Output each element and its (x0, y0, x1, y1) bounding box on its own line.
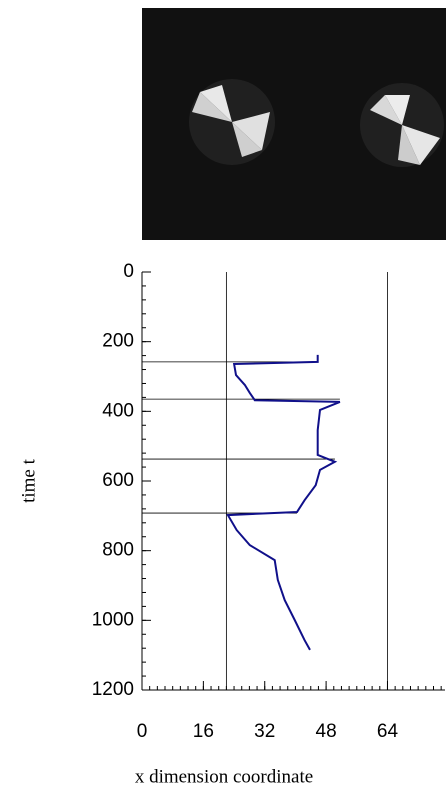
x-tick-label: 16 (193, 721, 214, 742)
x-tick-label: 0 (137, 721, 148, 742)
y-tick-label: 1200 (92, 679, 134, 700)
video-frame (142, 8, 446, 240)
y-axis-label: time t (18, 458, 39, 503)
y-tick-label: 1000 (92, 609, 134, 630)
y-tick-label: 600 (102, 470, 134, 491)
x-tick-label: 48 (316, 721, 337, 742)
y-tick-label: 400 (102, 400, 134, 421)
figure: x dimension coordinate time t 0 200 400 600… (0, 0, 448, 792)
y-tick-label: 800 (102, 540, 134, 561)
x-axis-label: x dimension coordinate (135, 766, 313, 787)
x-tick-label: 32 (254, 721, 275, 742)
y-tick-label: 0 (123, 261, 134, 282)
x-tick-label: 64 (377, 721, 399, 742)
y-tick-label: 200 (102, 331, 134, 352)
